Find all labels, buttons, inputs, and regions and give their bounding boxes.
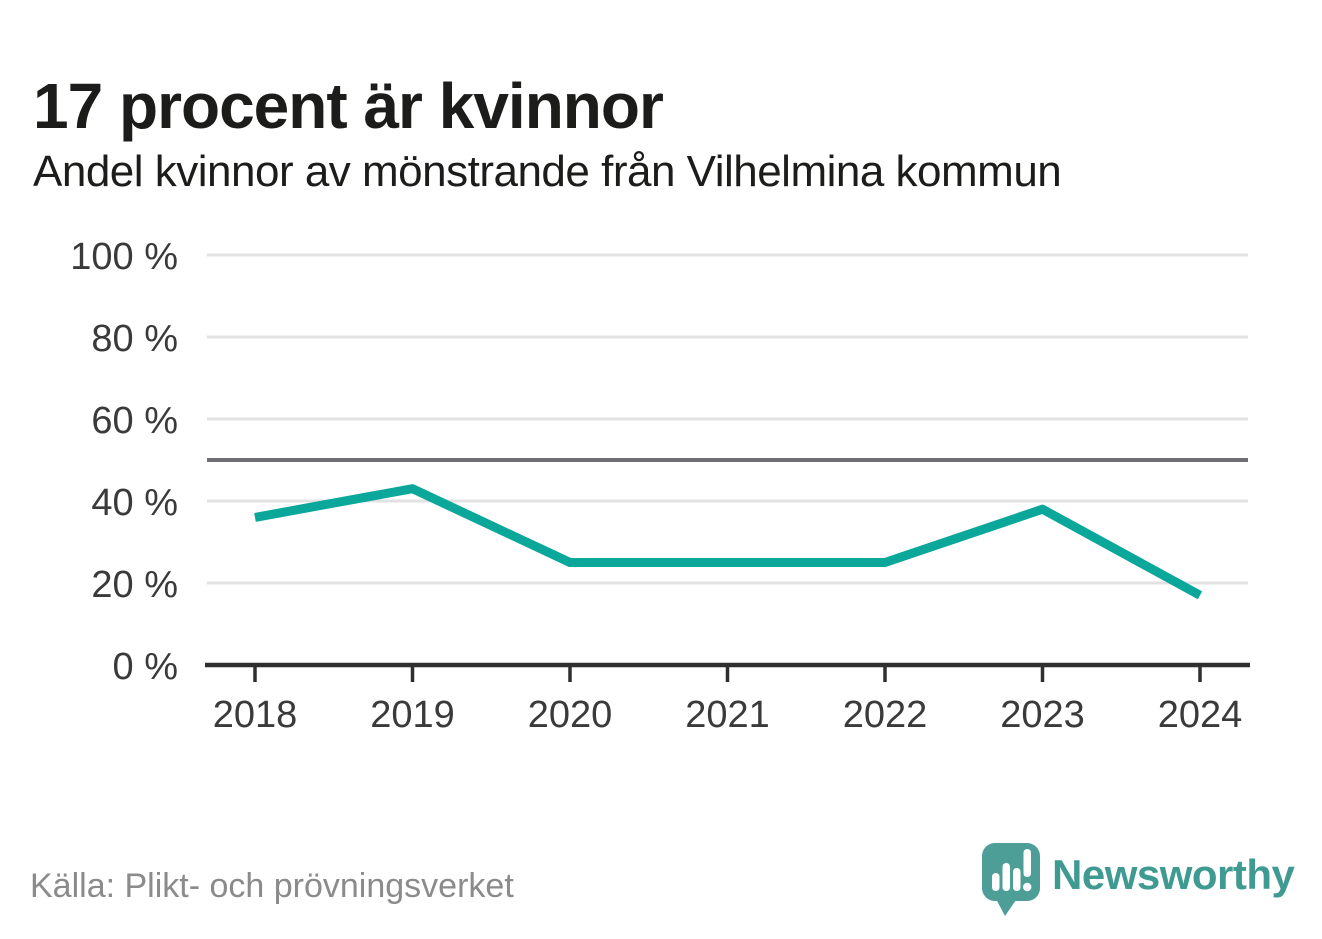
x-tick-label: 2022 [843, 694, 928, 736]
trend-line [254, 484, 1203, 600]
logo-bar-tall [1002, 863, 1010, 891]
y-tick-label: 60 % [91, 400, 178, 442]
y-tick-label: 20 % [91, 564, 178, 606]
source-caption: Källa: Plikt- och prövningsverket [30, 867, 514, 905]
page-title: 17 procent är kvinnor [33, 69, 664, 142]
logo-bar-medium [1013, 868, 1021, 891]
y-tick-label: 80 % [91, 318, 178, 360]
x-tick-label: 2024 [1158, 694, 1243, 736]
y-tick-label: 40 % [91, 482, 178, 524]
newsworthy-logo-icon [982, 843, 1040, 916]
x-tick-label: 2019 [370, 694, 455, 736]
chart-subtitle: Andel kvinnor av mönstrande från Vilhelm… [33, 147, 1062, 196]
x-tick-label: 2021 [685, 694, 770, 736]
newsworthy-brand: Newsworthy [982, 843, 1295, 917]
logo-exclamation-bar [1023, 849, 1031, 877]
brand-name: Newsworthy [1052, 851, 1295, 898]
logo-bar-short [992, 873, 1000, 891]
line-chart: 0 % 20 % 40 % 60 % 80 % 100 % 2018 2019 2020 2021… [70, 236, 1250, 736]
y-tick-label: 0 % [113, 646, 178, 688]
x-tick-label: 2023 [1000, 694, 1085, 736]
logo-exclamation-dot [1023, 882, 1032, 892]
y-tick-label: 100 % [70, 236, 178, 278]
x-tick-label: 2020 [528, 694, 613, 736]
x-tick-label: 2018 [213, 694, 298, 736]
